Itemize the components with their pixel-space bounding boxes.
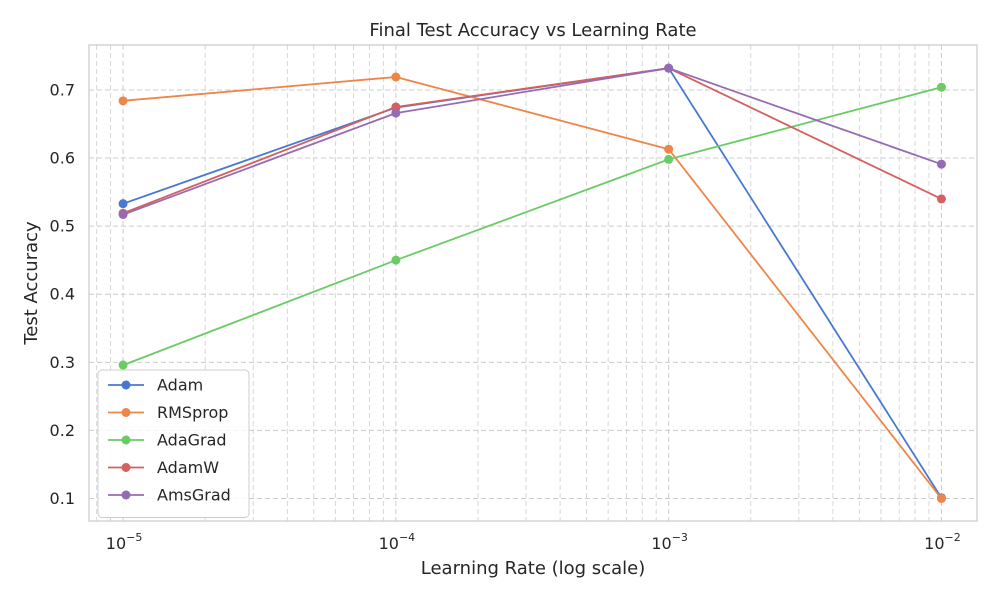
x-axis-label: Learning Rate (log scale) [421, 558, 645, 579]
data-point [118, 360, 128, 370]
series-adamw [118, 63, 946, 218]
data-point [118, 96, 128, 106]
y-tick-label: 0.1 [50, 489, 75, 508]
y-tick-label: 0.2 [50, 421, 75, 440]
data-point [936, 194, 946, 204]
series-line [123, 76, 943, 500]
legend: Adam RMSprop AdaGrad AdamW AmsGrad [97, 369, 250, 518]
data-point [664, 63, 674, 73]
data-point [664, 144, 674, 154]
data-point [936, 494, 946, 504]
series-amsgrad [118, 63, 946, 220]
data-point [664, 154, 674, 164]
legend-label: Adam [157, 376, 203, 395]
legend-item: AdamW [108, 458, 219, 477]
series-adagrad [118, 82, 946, 370]
series-line [122, 86, 942, 366]
data-point [936, 159, 946, 169]
plot-frame [88, 44, 978, 522]
y-tick-label: 0.5 [50, 217, 75, 236]
x-tick-label: 10−3 [651, 531, 688, 553]
legend-box [97, 369, 250, 518]
legend-swatch-marker [121, 408, 131, 417]
legend-item: Adam [108, 376, 203, 395]
data-point [118, 210, 128, 220]
legend-swatch-marker [121, 463, 131, 472]
series-rmsprop [118, 72, 946, 504]
legend-item: RMSprop [108, 403, 228, 422]
y-tick-label: 0.6 [50, 149, 75, 168]
x-tick-label: 10−2 [924, 531, 961, 553]
legend-item: AdaGrad [108, 431, 227, 450]
series-group [118, 63, 946, 504]
legend-label: AdaGrad [157, 431, 227, 450]
series-line [122, 67, 942, 215]
legend-swatch-marker [121, 435, 131, 445]
legend-label: AmsGrad [157, 486, 231, 505]
x-tick-label: 10−5 [106, 531, 143, 553]
legend-item: AmsGrad [108, 486, 231, 505]
y-tick-label: 0.4 [50, 285, 75, 304]
legend-label: RMSprop [157, 403, 228, 422]
y-tick-label: 0.7 [50, 80, 75, 99]
y-axis-label: Test Accuracy [21, 221, 42, 346]
data-point [118, 199, 128, 209]
chart-title: Final Test Accuracy vs Learning Rate [369, 20, 696, 41]
legend-swatch-marker [121, 490, 131, 500]
y-tick-label: 0.3 [50, 353, 75, 372]
x-tick-labels: 10−5 10−4 10−3 10−2 [106, 531, 961, 553]
data-point [391, 108, 401, 118]
data-point [936, 82, 946, 92]
series-line [122, 67, 942, 216]
legend-label: AdamW [157, 458, 219, 477]
data-point [391, 255, 401, 265]
legend-swatch-marker [121, 380, 131, 390]
y-tick-labels: 0.1 0.2 0.3 0.4 0.5 0.6 0.7 [50, 80, 75, 508]
x-tick-label: 10−4 [379, 531, 416, 553]
data-point [391, 72, 401, 82]
